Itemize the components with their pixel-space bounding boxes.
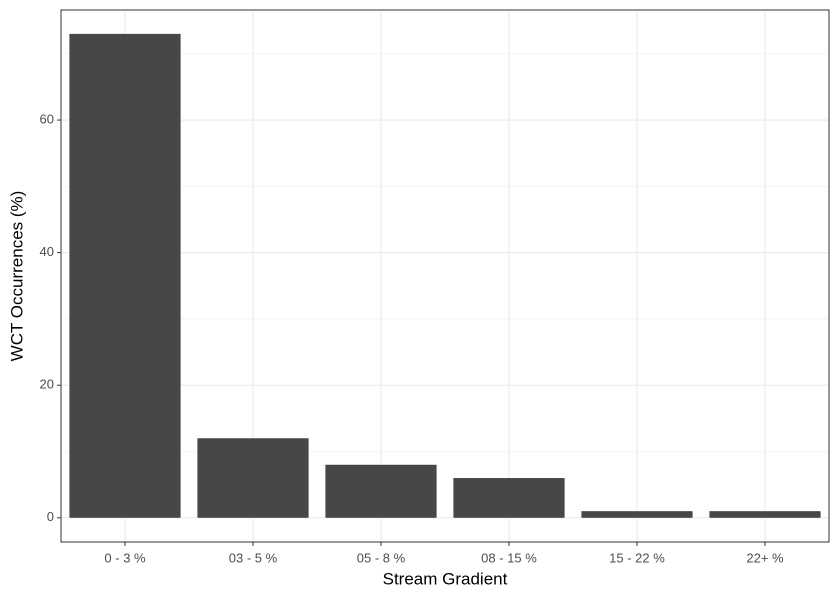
y-tick-label: 40 [40, 244, 54, 259]
x-tick-label: 03 - 5 % [229, 550, 278, 565]
x-axis-title: Stream Gradient [383, 569, 508, 588]
y-axis-title: WCT Occurrences (%) [7, 191, 26, 362]
bar [197, 438, 309, 518]
x-tick-label: 0 - 3 % [104, 550, 146, 565]
y-tick-label: 0 [47, 509, 54, 524]
y-tick-label: 60 [40, 111, 54, 126]
bar [709, 511, 821, 518]
bar [453, 478, 565, 518]
y-tick-label: 20 [40, 377, 54, 392]
x-tick-label: 15 - 22 % [609, 550, 665, 565]
panel-border [60, 9, 830, 543]
x-tick-label: 05 - 8 % [357, 550, 406, 565]
bar [581, 511, 693, 518]
marks [69, 33, 821, 518]
x-tick-label: 22+ % [746, 550, 784, 565]
bar [69, 33, 181, 518]
bar [325, 464, 437, 518]
x-tick-label: 08 - 15 % [481, 550, 537, 565]
